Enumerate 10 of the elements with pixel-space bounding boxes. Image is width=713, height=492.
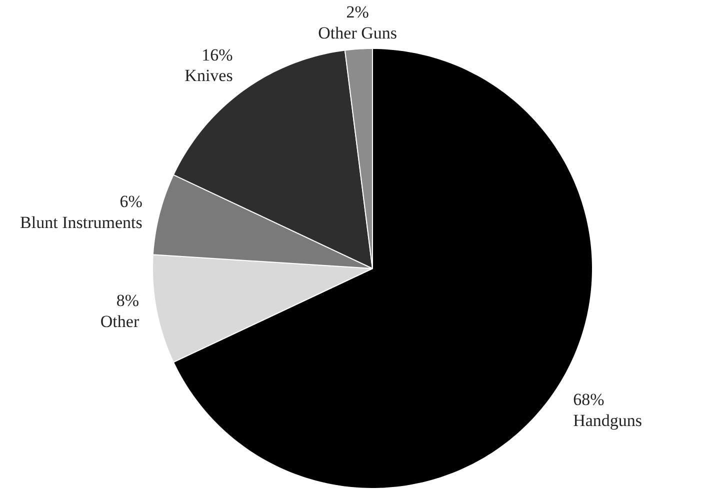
data-label: 16%	[202, 45, 233, 64]
slice-label: Knives	[184, 66, 233, 86]
data-label: 2%	[346, 2, 369, 22]
slice-label: Other Guns	[318, 23, 398, 42]
data-label: 8%	[116, 291, 140, 310]
slice-label: Other	[100, 312, 140, 331]
data-label: 6%	[120, 192, 142, 212]
slice-label: Handguns	[573, 410, 642, 430]
slice-label: Blunt Instruments	[20, 213, 142, 232]
data-label: 68%	[573, 390, 604, 409]
